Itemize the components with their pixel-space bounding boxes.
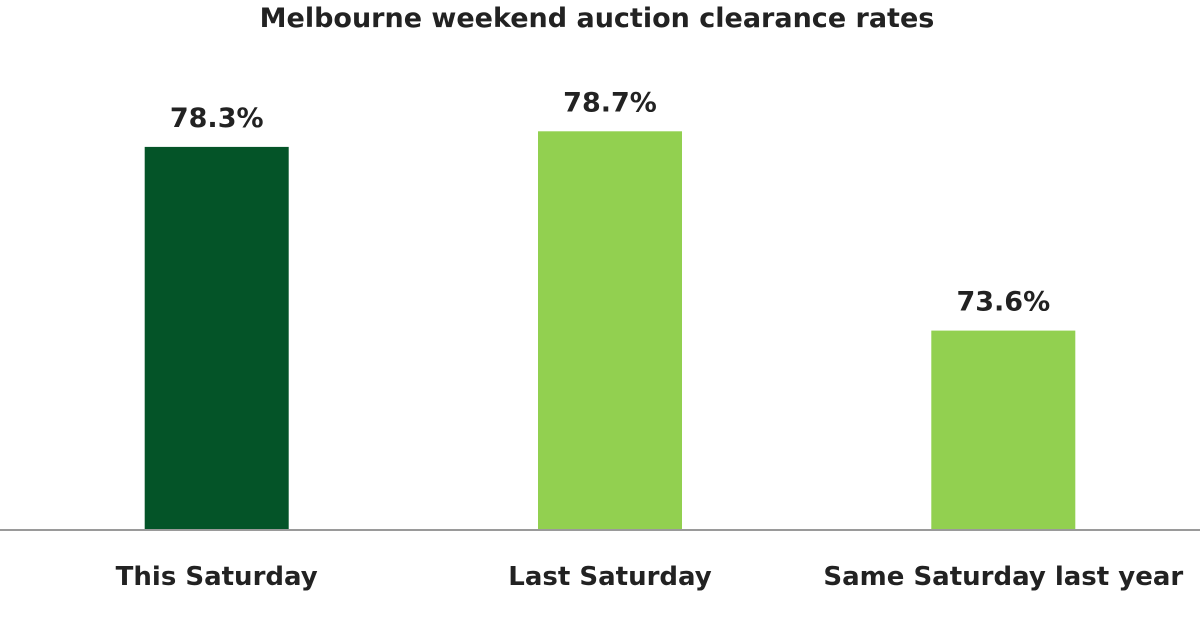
x-tick-label: Last Saturday [508,562,711,592]
chart-title: Melbourne weekend auction clearance rate… [260,3,935,34]
bar [538,131,682,531]
label-group: 78.3% This Saturday 78.7% Last Saturday 73.6… [116,87,1184,592]
x-tick-label: This Saturday [116,562,318,592]
x-tick-label: Same Saturday last year [823,562,1183,592]
data-label: 78.7% [563,87,657,118]
bar [931,330,1076,530]
data-label: 73.6% [956,287,1050,318]
bar [144,146,289,530]
bar-group [144,131,1076,531]
data-label: 78.3% [170,103,264,134]
